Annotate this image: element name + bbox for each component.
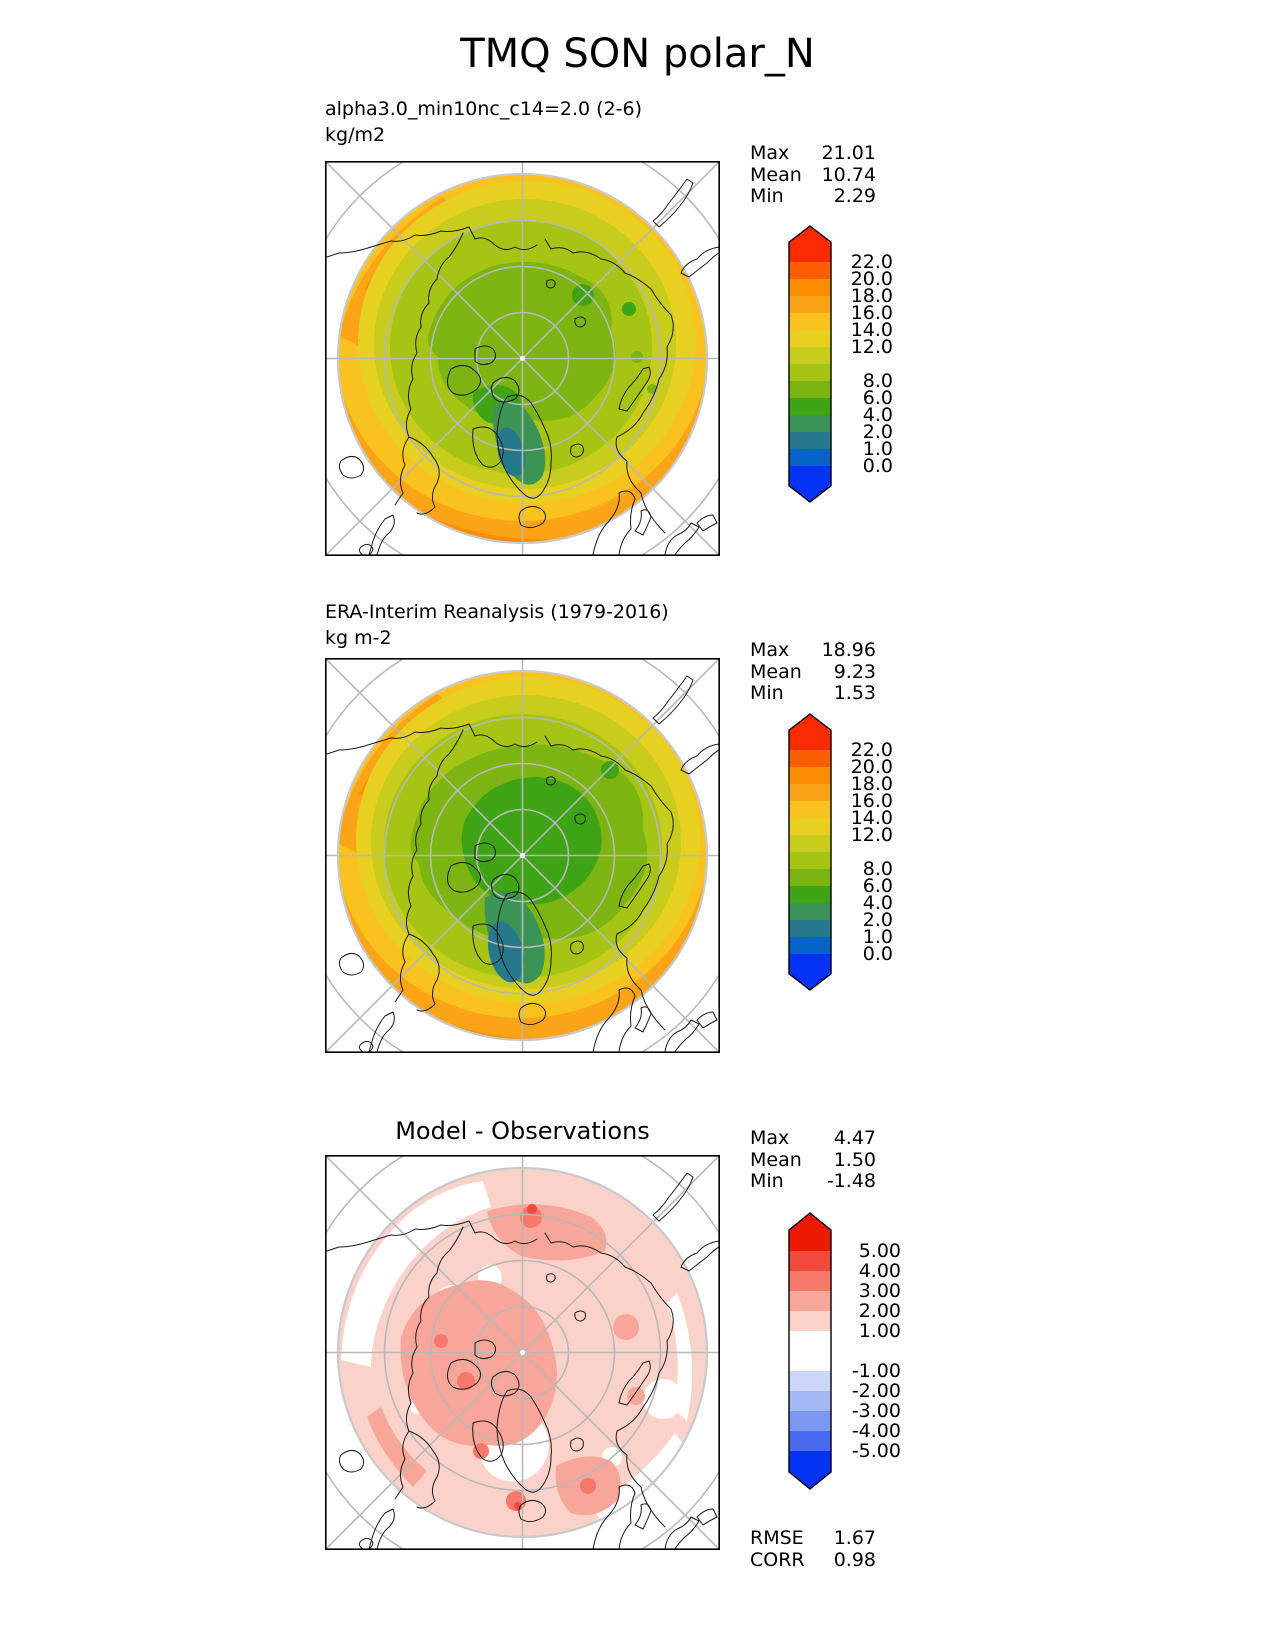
stat-value: 21.01	[821, 142, 876, 164]
colorbar-tick-label: 20.0	[851, 268, 893, 290]
stat-label: Mean	[750, 660, 802, 683]
model-stats: Max 21.01 Mean 10.74 Min 2.29	[750, 142, 876, 208]
colorbar-model: 22.0 20.0 18.0 16.0 14.0 12.0 8.0 6.0 4.0 2.0 1.0 0…	[788, 225, 948, 507]
stat-label: Max	[750, 639, 790, 661]
colorbar-tick-label: 1.0	[863, 926, 893, 948]
map-frame	[325, 161, 720, 556]
map-frame	[325, 1155, 720, 1550]
colorbar-svg: 22.020.018.016.014.012.0 8.06.04.02.01.00…	[788, 713, 893, 991]
stat-label: Min	[750, 682, 784, 704]
colorbar-tick-label: 0.0	[863, 943, 893, 965]
stat-label: CORR	[750, 1548, 805, 1571]
stat-value: 1.50	[833, 1148, 876, 1171]
stat-label: Min	[750, 1170, 784, 1192]
colorbar-tick-label: 14.0	[851, 807, 893, 829]
colorbar-tick-label: 1.0	[863, 438, 893, 460]
model-subtitle: alpha3.0_min10nc_c14=2.0 (2-6)	[325, 98, 643, 120]
colorbar-tick-label: 18.0	[851, 285, 893, 307]
stat-row: Max 4.47	[750, 1127, 876, 1150]
diff-stats: Max 4.47 Mean 1.50 Min -1.48	[750, 1127, 876, 1193]
colorbar-tick-label: 18.0	[851, 773, 893, 795]
colorbar-tick-label: 2.00	[859, 1300, 901, 1322]
diff-metrics: RMSE 1.67 CORR 0.98	[750, 1527, 876, 1572]
stat-row: Min -1.48	[750, 1170, 876, 1193]
stat-value: 1.53	[833, 682, 876, 704]
stat-label: RMSE	[750, 1527, 804, 1549]
stat-row: Mean 9.23	[750, 660, 876, 684]
stat-label: Min	[750, 185, 784, 207]
diff-map-title: Model - Observations	[395, 1117, 650, 1145]
colorbar-diff: 5.00 4.00 3.00 2.00 1.00 -1.00 -2.00 -3.00 -4.00…	[788, 1212, 948, 1494]
colorbar-tick-label: 14.0	[851, 319, 893, 341]
stat-label: Max	[750, 1127, 790, 1149]
stat-value: 2.29	[833, 185, 876, 207]
colorbar-tick-label: 8.0	[863, 370, 893, 392]
pole-dot	[519, 355, 526, 362]
colorbar-tick-label: 2.0	[863, 909, 893, 931]
colorbar-tick-label: -5.00	[852, 1440, 901, 1462]
stat-row: Mean 10.74	[750, 163, 876, 187]
colorbar-tick-label: 4.0	[863, 404, 893, 426]
colorbar-tick-label: 8.0	[863, 858, 893, 880]
colorbar-tick-label: -3.00	[852, 1400, 901, 1422]
colorbar-tick-label: 22.0	[851, 251, 893, 273]
stat-label: Mean	[750, 1148, 802, 1171]
colorbar-tick-label: 22.0	[851, 739, 893, 761]
colorbar-tick-label: 4.0	[863, 892, 893, 914]
stat-row: Max 21.01	[750, 142, 876, 165]
colorbar-tick-label: 12.0	[851, 336, 893, 358]
colorbar-tick-label: 16.0	[851, 790, 893, 812]
colorbar-tick-label: 0.0	[863, 455, 893, 477]
stat-label: Max	[750, 142, 790, 164]
obs-stats: Max 18.96 Mean 9.23 Min 1.53	[750, 639, 876, 705]
colorbar-tick-label: 1.00	[859, 1320, 901, 1342]
colorbar-tick-label: 5.00	[859, 1240, 901, 1262]
stat-label: Mean	[750, 163, 802, 186]
stat-value: 1.67	[833, 1527, 876, 1549]
stat-row: RMSE 1.67	[750, 1527, 876, 1550]
map-frame	[325, 658, 720, 1053]
pole-dot	[519, 852, 526, 859]
map-model	[325, 161, 720, 556]
stat-row: Min 2.29	[750, 185, 876, 208]
colorbar-svg: 22.020.018.016.014.012.0 8.06.04.02.01.00…	[788, 225, 893, 503]
colorbar-tick-label: 12.0	[851, 824, 893, 846]
stat-value: -1.48	[826, 1170, 876, 1192]
stat-row: Min 1.53	[750, 682, 876, 705]
colorbar-tick-label: -2.00	[852, 1380, 901, 1402]
map-observations	[325, 658, 720, 1053]
stat-row: Max 18.96	[750, 639, 876, 662]
map-difference	[325, 1155, 720, 1550]
colorbar-obs: 22.0 20.0 18.0 16.0 14.0 12.0 8.0 6.0 4.0 2.0 1.0 0…	[788, 713, 948, 995]
colorbar-tick-label: 6.0	[863, 387, 893, 409]
colorbar-tick-label: 20.0	[851, 756, 893, 778]
colorbar-tick-label: 6.0	[863, 875, 893, 897]
stat-value: 9.23	[833, 660, 876, 683]
stat-row: Mean 1.50	[750, 1148, 876, 1172]
colorbar-svg: 5.004.003.002.001.00 -1.00-2.00-3.00-4.00…	[788, 1212, 901, 1490]
colorbar-tick-label: -4.00	[852, 1420, 901, 1442]
page-title: TMQ SON polar_N	[460, 31, 815, 77]
obs-subtitle: ERA-Interim Reanalysis (1979-2016)	[325, 601, 669, 623]
stat-value: 0.98	[833, 1548, 876, 1571]
stat-value: 18.96	[821, 639, 876, 661]
stat-value: 4.47	[833, 1127, 876, 1149]
colorbar-tick-label: -1.00	[852, 1360, 901, 1382]
obs-units: kg m-2	[325, 627, 392, 649]
pole-dot	[519, 1349, 526, 1356]
colorbar-tick-label: 3.00	[859, 1280, 901, 1302]
stat-value: 10.74	[821, 163, 876, 186]
stat-row: CORR 0.98	[750, 1548, 876, 1572]
model-units: kg/m2	[325, 124, 386, 146]
colorbar-tick-label: 4.00	[859, 1260, 901, 1282]
colorbar-tick-label: 16.0	[851, 302, 893, 324]
colorbar-tick-label: 2.0	[863, 421, 893, 443]
